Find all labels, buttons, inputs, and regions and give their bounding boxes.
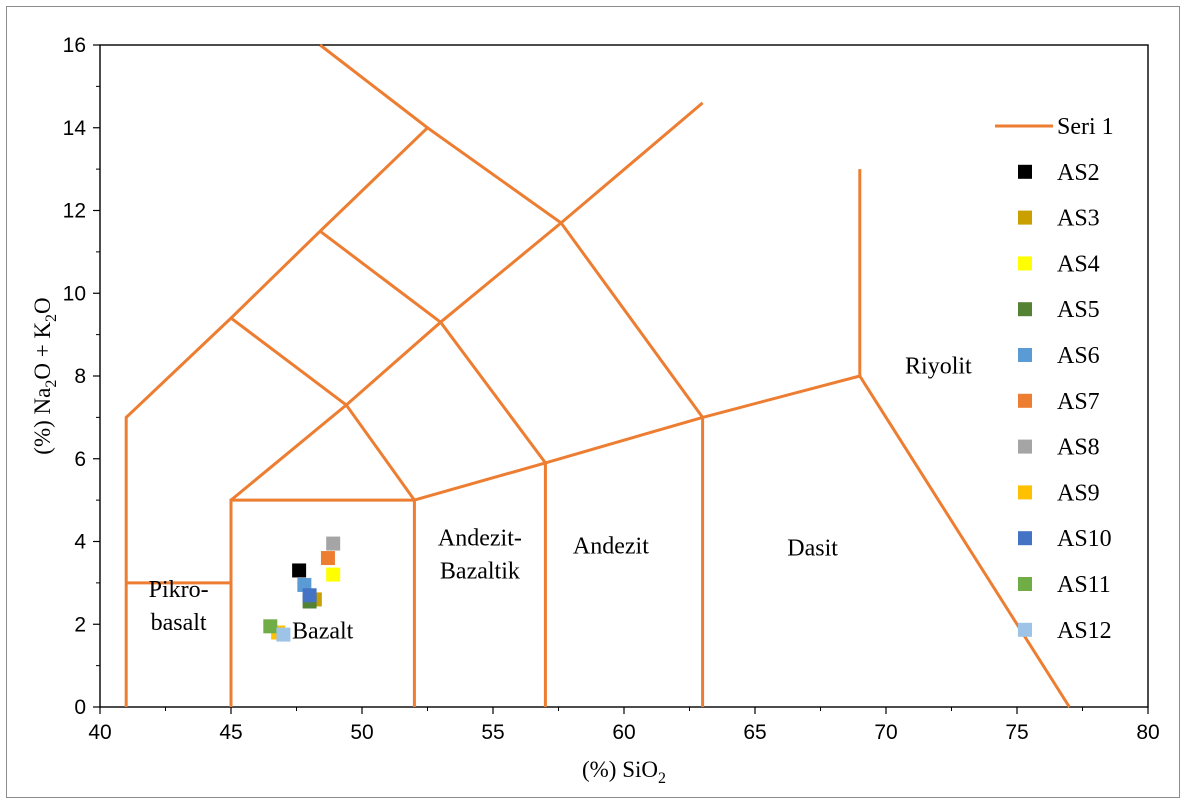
x-axis-title: (%) SiO2 [582, 757, 666, 787]
point-as7 [320, 551, 335, 566]
x-tick-label: 75 [1005, 721, 1028, 744]
legend-marker [1018, 256, 1032, 271]
sample-points [263, 536, 341, 642]
legend-label: AS8 [1057, 435, 1100, 461]
x-tick-label: 80 [1136, 721, 1159, 744]
x-tick-label: 40 [88, 721, 111, 744]
x-tick-label: 65 [743, 721, 766, 744]
point-as2 [292, 563, 307, 578]
x-tick-label: 55 [481, 721, 504, 744]
y-tick-label: 10 [63, 282, 86, 305]
field-boundary-line [230, 101, 704, 502]
point-as10 [302, 588, 317, 603]
point-as12 [276, 627, 291, 642]
legend-marker [1018, 485, 1032, 500]
legend-label: AS12 [1057, 618, 1112, 644]
x-tick-label: 45 [219, 721, 242, 744]
field-boundary-line [230, 316, 416, 501]
legend: Seri 1 AS2 AS3 AS4 AS5 AS6 AS7 AS8 AS9 AS10 AS11 AS… [995, 114, 1114, 644]
legend-marker [1018, 531, 1032, 546]
y-tick-label: 12 [63, 200, 86, 223]
y-tick-label: 16 [63, 34, 86, 57]
field-label: Riyolit [905, 354, 972, 380]
y-tick-label: 8 [74, 365, 86, 388]
y-tick-label: 4 [74, 531, 86, 554]
legend-label: AS10 [1057, 526, 1112, 552]
legend-marker [1018, 348, 1032, 362]
legend-label: AS3 [1057, 206, 1100, 232]
point-as8 [326, 536, 341, 551]
legend-marker [1018, 164, 1032, 179]
field-labels: Pikro-basalt Bazalt Andezit- Bazaltik Andezi… [149, 354, 972, 645]
y-axis-title: (%) Na2O + K2O [30, 297, 60, 454]
field-label: basalt [151, 610, 207, 636]
legend-marker [1018, 210, 1032, 225]
legend-marker [1018, 622, 1032, 637]
x-tick-label: 60 [612, 721, 635, 744]
legend-label: AS5 [1057, 297, 1100, 323]
field-label: Andezit- [438, 525, 522, 551]
plot-border [99, 44, 1149, 708]
field-boundary-line [413, 374, 1071, 708]
y-tick-label: 14 [63, 117, 87, 140]
legend-label: AS4 [1057, 251, 1100, 277]
y-tick-label: 2 [74, 613, 86, 636]
legend-label: AS11 [1057, 572, 1111, 598]
field-boundary-lines [124, 43, 1071, 708]
legend-label: AS2 [1057, 160, 1100, 186]
legend-label: AS9 [1057, 480, 1100, 506]
y-tick-label: 6 [74, 448, 86, 471]
x-tick-label: 50 [350, 721, 373, 744]
legend-marker [1018, 393, 1032, 408]
chart-frame: Pikro-basalt Bazalt Andezit- Bazaltik Andezi… [6, 6, 1180, 798]
field-label: Pikro- [149, 577, 209, 603]
tas-diagram-chart: Pikro-basalt Bazalt Andezit- Bazaltik Andezi… [30, 34, 1160, 787]
legend-marker [1018, 577, 1032, 591]
legend-marker [1018, 439, 1032, 454]
x-tick-label: 70 [874, 721, 897, 744]
point-as4 [326, 567, 341, 582]
point-as11 [263, 619, 278, 634]
field-boundary-line [426, 126, 705, 707]
field-boundary-line [229, 498, 416, 707]
y-tick-label: 0 [74, 696, 86, 719]
legend-label-line: Seri 1 [1057, 114, 1114, 140]
axes: 40 45 50 55 60 65 70 75 80 0 2 4 6 8 10 12 14 16 (%) SiO2 (… [30, 34, 1160, 787]
field-boundary-line [124, 43, 430, 707]
field-boundary-line [319, 230, 547, 707]
legend-label: AS6 [1057, 343, 1100, 369]
field-label: Andezit [573, 534, 649, 560]
legend-marker [1018, 302, 1032, 317]
field-label: Bazaltik [440, 558, 520, 584]
legend-label: AS7 [1057, 389, 1100, 415]
field-label: Dasit [787, 536, 838, 562]
field-label: Bazalt [292, 618, 354, 644]
plot-area [99, 44, 1149, 708]
